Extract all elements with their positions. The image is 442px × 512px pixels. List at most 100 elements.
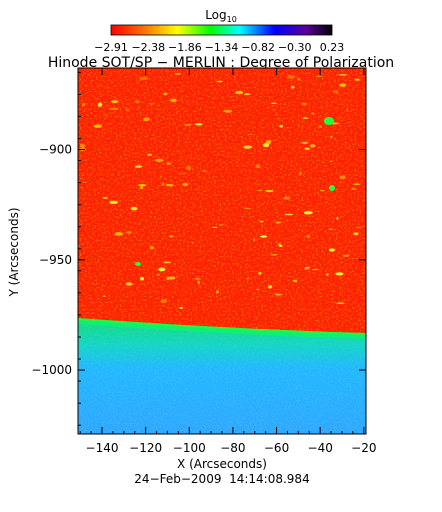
bright-patch — [306, 234, 311, 239]
bright-patch — [303, 211, 313, 215]
bright-patch — [311, 268, 320, 271]
bright-patch — [197, 280, 201, 285]
bright-patch — [338, 74, 347, 76]
bright-patch — [329, 160, 333, 162]
bright-patch — [102, 196, 108, 200]
x-tick-label: −20 — [351, 441, 376, 455]
bright-patch — [274, 293, 283, 296]
bright-patch — [284, 213, 294, 216]
y-tick-label: −950 — [39, 253, 72, 267]
bright-patch — [328, 248, 335, 252]
bright-patch — [339, 175, 346, 180]
x-tick-label: −100 — [173, 441, 206, 455]
bright-patch — [256, 189, 263, 191]
x-tick-label: −140 — [86, 441, 119, 455]
bright-patch — [170, 98, 177, 103]
bright-patch — [275, 221, 282, 224]
green-spot — [135, 262, 141, 266]
bright-patch — [283, 196, 291, 200]
bright-patch — [162, 261, 172, 264]
bright-patch — [194, 123, 203, 126]
colorbar-tick-label: −0.30 — [278, 41, 312, 54]
bright-patch — [177, 173, 186, 175]
bright-patch — [109, 200, 119, 204]
bright-patch — [179, 307, 183, 309]
bright-patch — [140, 276, 145, 281]
bright-patch — [139, 185, 144, 190]
bright-patch — [103, 295, 106, 298]
bright-patch — [255, 164, 261, 169]
y-tick-label: −900 — [39, 143, 72, 157]
bright-patch — [336, 302, 345, 304]
bright-patch — [194, 277, 201, 280]
y-axis-label: Y (Arcseconds) — [7, 207, 21, 297]
y-axis-ticks: −900 −950 −1000 — [31, 71, 366, 426]
bright-patch — [292, 279, 298, 283]
bright-patch — [156, 273, 160, 277]
bright-patch — [158, 267, 166, 272]
colorbar-tick-label: −1.34 — [205, 41, 239, 54]
bright-patch — [309, 144, 316, 148]
bright-patch — [320, 190, 325, 192]
bright-patch — [315, 75, 322, 77]
bright-patch — [253, 238, 256, 242]
bright-patch — [93, 124, 103, 128]
green-spot — [329, 185, 335, 191]
bright-patch — [302, 117, 309, 119]
bright-patch — [355, 226, 363, 229]
bright-patch — [311, 112, 315, 115]
timestamp: 24−Feb−2009 14:14:08.984 — [134, 472, 309, 486]
colorbar-tick-label: −1.86 — [168, 41, 202, 54]
bright-patch — [202, 170, 207, 172]
bright-patch — [353, 232, 359, 236]
bright-patch — [244, 207, 252, 210]
bright-patch — [118, 270, 123, 272]
bright-patch — [223, 109, 233, 113]
bright-patch — [286, 74, 296, 79]
bright-patch — [135, 99, 140, 104]
bright-patch — [114, 232, 123, 236]
plot-title: Hinode SOT/SP − MERLIN : Degree of Polar… — [48, 55, 394, 71]
bright-patch — [330, 135, 333, 138]
bright-patch — [258, 271, 262, 276]
bright-patch — [352, 183, 360, 186]
bright-patch — [211, 226, 218, 228]
bright-patch — [168, 235, 174, 238]
bright-patch — [160, 299, 168, 304]
bright-patch — [304, 147, 310, 150]
bright-patch — [265, 140, 272, 144]
bright-patch — [290, 85, 295, 89]
bright-patch — [182, 182, 189, 187]
bright-patch — [234, 90, 244, 95]
bright-patch — [97, 102, 103, 107]
bright-patch — [125, 108, 129, 111]
bright-patch — [139, 76, 148, 80]
x-tick-label: −80 — [220, 441, 245, 455]
bright-patch — [104, 114, 108, 117]
bright-patch — [218, 224, 225, 226]
bright-patch — [216, 80, 223, 83]
bright-patch — [279, 124, 284, 128]
colorbar-gradient — [110, 24, 333, 36]
bright-patch — [165, 183, 174, 187]
bright-patch — [191, 242, 195, 244]
bright-patch — [216, 290, 219, 294]
bright-patch — [332, 89, 339, 94]
bright-patch — [243, 145, 252, 149]
bright-patch — [174, 72, 182, 75]
colorbar-ticks: −2.91 −2.38 −1.86 −1.34 −0.82 −0.30 0.23 — [94, 41, 344, 54]
bright-patch — [328, 228, 334, 231]
colorbar-label: Log10 — [205, 8, 237, 24]
bright-patch — [161, 182, 165, 187]
bright-patch — [262, 143, 270, 148]
bright-patch — [149, 245, 155, 250]
x-axis-label: X (Arcseconds) — [177, 457, 267, 471]
bright-patch — [184, 124, 192, 126]
bright-patch — [299, 171, 302, 176]
bright-patch — [335, 272, 344, 276]
bright-patch — [79, 143, 86, 148]
polarization-image — [78, 68, 366, 434]
bright-patch — [304, 266, 310, 270]
bright-patch — [135, 165, 143, 168]
